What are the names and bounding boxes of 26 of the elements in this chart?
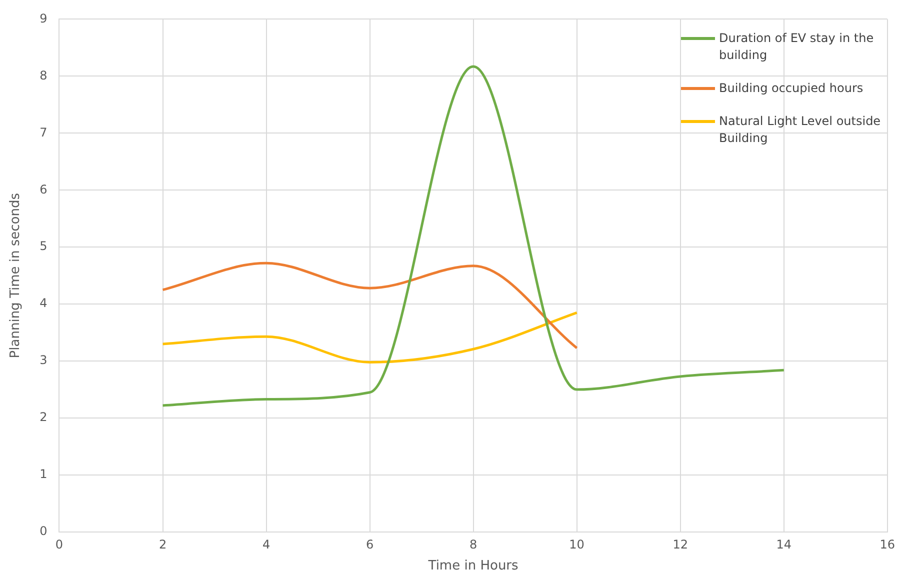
y-tick-label: 8 — [40, 68, 48, 82]
y-tick-label: 2 — [40, 410, 48, 424]
y-tick-label: 1 — [40, 467, 48, 482]
y-axis-title: Planning Time in seconds — [8, 192, 24, 358]
x-tick-label: 12 — [672, 537, 688, 552]
y-tick-label: 0 — [40, 524, 48, 538]
y-tick-label: 4 — [40, 296, 48, 310]
y-tick-label: 5 — [40, 239, 48, 254]
x-axis-title: Time in Hours — [427, 558, 519, 574]
legend-label: Building occupied hours — [719, 80, 864, 97]
x-tick-label: 16 — [880, 537, 896, 552]
legend-label: Natural Light Level outside Building — [719, 113, 881, 147]
x-tick-label: 10 — [569, 537, 584, 552]
y-tick-label: 9 — [40, 11, 48, 26]
x-tick-label: 14 — [776, 537, 792, 552]
line-series — [162, 262, 578, 350]
x-tick-label: 0 — [55, 537, 64, 552]
y-tick-label: 3 — [40, 353, 48, 368]
y-tick-label: 7 — [40, 125, 48, 140]
y-tick-label: 6 — [40, 182, 48, 196]
x-tick-label: 4 — [262, 537, 270, 552]
x-tick-label: 6 — [366, 537, 374, 552]
line-series — [162, 311, 578, 364]
legend-label: Duration of EV stay in the building — [719, 30, 875, 64]
x-tick-label: 8 — [469, 537, 478, 552]
x-tick-label: 2 — [158, 537, 167, 552]
